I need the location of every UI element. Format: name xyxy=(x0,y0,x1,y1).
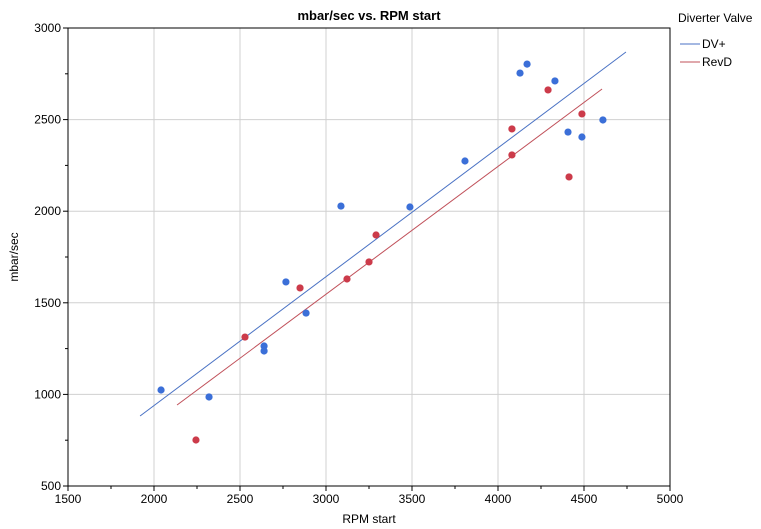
point-dv- xyxy=(337,202,345,210)
point-dv- xyxy=(516,69,524,77)
fit-line-dv- xyxy=(139,51,627,417)
point-dv- xyxy=(205,393,213,401)
point-dv- xyxy=(157,386,165,394)
axis-ticks: 1500 2000 2500 3000 3500 4000 4500 5000 500 1000 1… xyxy=(34,21,683,506)
y-tick-label: 500 xyxy=(41,479,61,493)
x-tick-label: 4000 xyxy=(485,492,512,506)
x-axis-label: RPM start xyxy=(342,512,396,526)
point-dv- xyxy=(461,157,469,165)
legend-label-dv-plus: DV+ xyxy=(702,37,726,51)
point-revd xyxy=(565,173,573,181)
point-revd xyxy=(296,284,304,292)
chart-title: mbar/sec vs. RPM start xyxy=(297,8,441,23)
point-dv- xyxy=(564,128,572,136)
point-dv- xyxy=(302,309,310,317)
point-revd xyxy=(372,231,380,239)
y-tick-label: 3000 xyxy=(34,21,61,35)
y-tick-label: 2500 xyxy=(34,113,61,127)
x-tick-label: 2500 xyxy=(227,492,254,506)
y-tick-label: 2000 xyxy=(34,204,61,218)
point-revd xyxy=(508,151,516,159)
point-dv- xyxy=(599,116,607,124)
point-dv- xyxy=(406,203,414,211)
data-points xyxy=(157,60,607,444)
point-dv- xyxy=(260,347,268,355)
point-dv- xyxy=(523,60,531,68)
x-tick-label: 3500 xyxy=(399,492,426,506)
legend-label-revd: RevD xyxy=(702,55,732,69)
point-revd xyxy=(508,125,516,133)
y-axis-label: mbar/sec xyxy=(7,232,21,281)
point-revd xyxy=(365,258,373,266)
fit-lines xyxy=(139,51,627,417)
point-revd xyxy=(544,86,552,94)
x-tick-label: 2000 xyxy=(141,492,168,506)
point-revd xyxy=(241,333,249,341)
x-tick-label: 4500 xyxy=(571,492,598,506)
y-tick-label: 1000 xyxy=(34,387,61,401)
point-revd xyxy=(578,110,586,118)
point-dv- xyxy=(260,342,268,350)
point-revd xyxy=(192,436,200,444)
legend-title: Diverter Valve xyxy=(678,11,753,25)
x-tick-label: 5000 xyxy=(657,492,684,506)
x-tick-label: 1500 xyxy=(55,492,82,506)
x-tick-label: 3000 xyxy=(313,492,340,506)
point-dv- xyxy=(551,77,559,85)
legend: Diverter Valve DV+ RevD xyxy=(678,11,753,69)
fit-line-revd xyxy=(176,88,603,406)
point-revd xyxy=(343,275,351,283)
y-tick-label: 1500 xyxy=(34,296,61,310)
point-dv- xyxy=(578,133,586,141)
point-dv- xyxy=(282,278,290,286)
